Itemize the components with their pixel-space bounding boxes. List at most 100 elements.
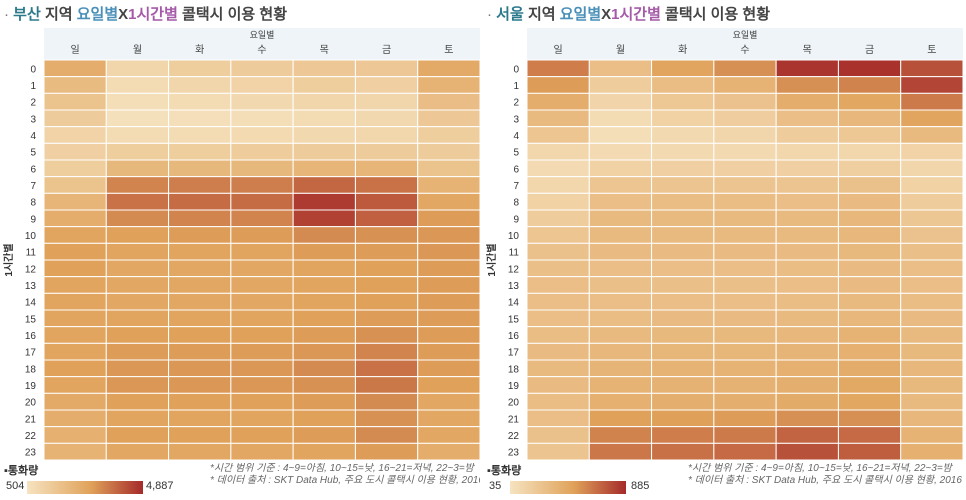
y-tick-label: 1 <box>513 81 519 92</box>
heatmap-cell <box>837 309 902 328</box>
heatmap-cell <box>168 409 232 428</box>
x-tick-label: 수 <box>257 44 266 56</box>
heatmap-cell <box>588 426 653 444</box>
heatmap-cell <box>837 126 902 144</box>
heatmap-cell <box>900 409 964 428</box>
heatmap-cell <box>354 426 419 444</box>
heatmap-cell <box>837 226 902 244</box>
heatmap-cell <box>43 309 107 328</box>
heatmap-cell <box>713 176 777 194</box>
heatmap-cell <box>526 376 590 394</box>
heatmap-cell <box>713 426 777 444</box>
heatmap-cell <box>230 409 294 428</box>
y-tick-label: 2 <box>30 98 36 109</box>
heatmap-cell <box>168 309 232 328</box>
column-header-band <box>44 28 480 60</box>
heatmap-cell <box>900 326 964 344</box>
y-tick-label: 17 <box>508 348 520 359</box>
heatmap-cell <box>417 359 481 378</box>
title-bullet: · <box>4 6 14 23</box>
heatmap-cell <box>417 442 481 460</box>
heatmap-cell <box>43 76 107 94</box>
heatmap-cell <box>713 392 777 411</box>
heatmap-cell <box>230 159 294 178</box>
heatmap-cell <box>837 326 902 344</box>
heatmap-cell <box>651 176 715 194</box>
heatmap-cell <box>588 142 653 161</box>
y-tick-label: 3 <box>513 114 519 125</box>
heatmap-cell <box>292 376 356 394</box>
heatmap-cell <box>651 226 715 244</box>
heatmap-cell <box>105 209 170 228</box>
heatmap-cell <box>651 159 715 178</box>
color-legend-bar <box>27 481 143 494</box>
heatmap-cell <box>354 209 419 228</box>
heatmap-cell <box>837 209 902 228</box>
color-legend-bar <box>510 481 626 494</box>
heatmap-cell <box>417 392 481 411</box>
heatmap-cell <box>354 376 419 394</box>
heatmap-cell <box>417 176 481 194</box>
footnote: *시간 범위 기준 : 4~9=아침, 10~15=낮, 16~21=저녁, 2… <box>688 463 962 487</box>
heatmap-cell <box>651 142 715 161</box>
heatmap-cell <box>651 359 715 378</box>
heatmap-cell <box>292 409 356 428</box>
heatmap-cell <box>651 342 715 361</box>
heatmap-cell <box>651 259 715 278</box>
heatmap-cell <box>230 109 294 128</box>
heatmap-cell <box>354 392 419 411</box>
heatmap-cell <box>230 226 294 244</box>
heatmap-cell <box>354 109 419 128</box>
y-tick-label: 16 <box>25 331 37 342</box>
heatmap-cell <box>292 342 356 361</box>
heatmap-cell <box>105 442 170 460</box>
heatmap-cell <box>105 276 170 294</box>
heatmap-cell <box>105 59 170 78</box>
heatmap-cell <box>900 442 964 460</box>
y-tick-label: 14 <box>508 298 520 309</box>
heatmap-cell <box>713 76 777 94</box>
heatmap-cell <box>775 276 839 294</box>
heatmap-cell <box>168 126 232 144</box>
y-tick-label: 2 <box>513 98 519 109</box>
heatmap-cell <box>417 192 481 211</box>
heatmap-cell <box>292 392 356 411</box>
y-tick-label: 22 <box>25 431 37 442</box>
heatmap-cell <box>292 192 356 211</box>
y-tick-label: 19 <box>25 381 37 392</box>
heatmap-cell <box>713 192 777 211</box>
heatmap-cell <box>713 142 777 161</box>
heatmap-cell <box>651 392 715 411</box>
heatmap-cell <box>526 392 590 411</box>
heatmap-cell <box>526 92 590 111</box>
heatmap-cell <box>105 259 170 278</box>
y-tick-label: 8 <box>30 198 36 209</box>
heatmap-cell <box>651 276 715 294</box>
heatmap-cell <box>713 276 777 294</box>
heatmap-cell <box>105 376 170 394</box>
heatmap-cell <box>588 59 653 78</box>
heatmap-cell <box>713 209 777 228</box>
heatmap-cell <box>230 442 294 460</box>
heatmap-cell <box>292 126 356 144</box>
heatmap-cell <box>837 376 902 394</box>
heatmap-cell <box>354 359 419 378</box>
footnote-source: * 데이터 출처 : SKT Data Hub, 주요 도시 콜택시 이용 현황… <box>210 475 480 486</box>
heatmap-cell <box>105 359 170 378</box>
heatmap-cell <box>230 142 294 161</box>
heatmap-cell <box>292 292 356 311</box>
heatmap-cell <box>526 176 590 194</box>
title-x: X <box>601 6 612 23</box>
heatmap-cell <box>837 276 902 294</box>
y-tick-label: 9 <box>30 214 36 225</box>
y-tick-label: 13 <box>25 281 37 292</box>
heatmap-cell <box>43 142 107 161</box>
heatmap-cell <box>526 309 590 328</box>
heatmap-cell <box>900 376 964 394</box>
heatmap-cell <box>168 226 232 244</box>
heatmap-cell <box>837 259 902 278</box>
heatmap-cell <box>168 392 232 411</box>
y-tick-label: 14 <box>25 298 37 309</box>
heatmap-cell <box>526 192 590 211</box>
heatmap-cell <box>900 126 964 144</box>
